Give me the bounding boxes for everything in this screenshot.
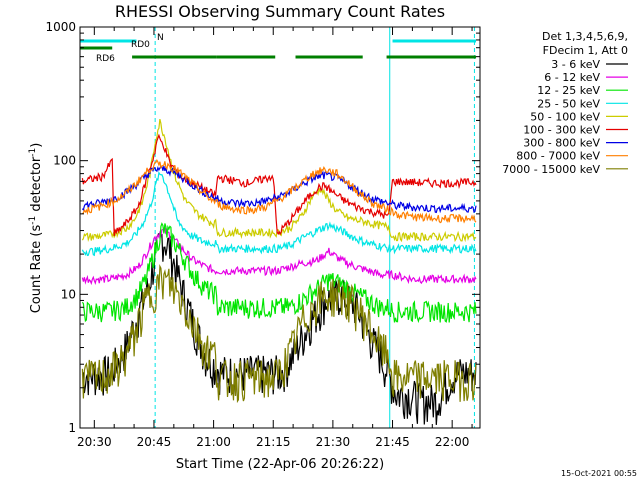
legend-entry-label: 7000 - 15000 keV — [502, 163, 600, 176]
x-tick-label: 22:00 — [435, 435, 470, 449]
legend-entry-label: 800 - 7000 keV — [516, 150, 600, 163]
legend-entry-label: 25 - 50 keV — [537, 97, 600, 110]
legend-header-line: Det 1,3,4,5,6,9, — [542, 30, 628, 43]
legend-header-line: FDecim 1, Att 0 — [543, 44, 628, 57]
x-tick-label: 20:45 — [137, 435, 172, 449]
series-line-3 — [81, 222, 477, 324]
x-tick-label: 20:30 — [77, 435, 112, 449]
legend-entry-label: 300 - 800 keV — [523, 137, 600, 150]
legend: Det 1,3,4,5,6,9,FDecim 1, Att 03 - 6 keV… — [502, 30, 628, 176]
x-axis-label: Start Time (22-Apr-06 20:26:22) — [176, 457, 384, 472]
x-tick-label: 21:45 — [375, 435, 410, 449]
x-tick-label: 21:30 — [316, 435, 351, 449]
series-line-5 — [81, 118, 477, 243]
legend-entry-label: 100 - 300 keV — [523, 124, 600, 137]
flag-label-rd6: RD6 — [96, 54, 115, 64]
series-line-8 — [82, 159, 477, 224]
legend-entry-label: 6 - 12 keV — [544, 71, 600, 84]
y-tick-label: 1000 — [45, 20, 76, 34]
series-line-9 — [81, 264, 477, 404]
plot-frame — [79, 26, 481, 429]
flag-label-rd0: RD0 — [131, 40, 150, 50]
legend-entry-label: 12 - 25 keV — [537, 84, 600, 97]
legend-entry-label: 3 - 6 keV — [551, 58, 600, 71]
x-tick-label: 21:15 — [256, 435, 291, 449]
y-tick-label: 1 — [68, 421, 76, 435]
chart-title: RHESSI Observing Summary Count Rates — [115, 2, 445, 21]
series-line-7 — [81, 165, 477, 214]
footer-timestamp: 15-Oct-2021 00:55 — [561, 469, 637, 478]
y-tick-label: 100 — [53, 154, 76, 168]
series-line-2 — [81, 226, 477, 286]
y-tick-label: 10 — [61, 287, 76, 301]
series-line-4 — [81, 170, 477, 257]
legend-entry-label: 50 - 100 keV — [530, 110, 600, 123]
x-tick-label: 21:00 — [196, 435, 231, 449]
axes: 1 10 100 1000 20:30 20:45 21:00 21:15 21:30 21:45… — [45, 20, 481, 449]
flag-label-n: N — [157, 33, 164, 43]
plot-area: N RD0 RD6 — [80, 27, 477, 428]
y-axis-label: Count Rate (s-1 detector-1) — [28, 143, 44, 314]
